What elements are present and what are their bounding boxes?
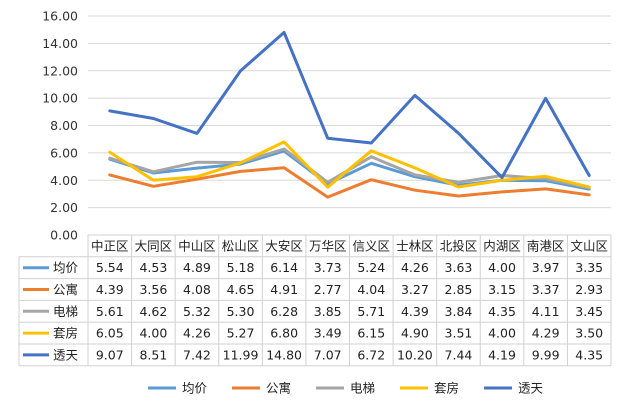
x-category-label: 士林区 (396, 238, 434, 253)
table-cell: 4.89 (183, 260, 211, 275)
table-cell: 4.19 (488, 347, 516, 362)
table-cell: 6.15 (357, 326, 385, 341)
y-tick-label: 14.00 (42, 36, 78, 51)
table-cell: 5.18 (227, 260, 255, 275)
table-cell: 6.28 (270, 304, 298, 319)
table-cell: 4.62 (139, 304, 167, 319)
table-cell: 5.54 (96, 260, 124, 275)
table-cell: 5.32 (183, 304, 211, 319)
table-cell: 4.26 (183, 326, 211, 341)
y-tick-label: 4.00 (50, 173, 78, 188)
table-cell: 9.07 (96, 347, 124, 362)
table-cell: 4.00 (488, 260, 516, 275)
table-cell: 3.73 (314, 260, 342, 275)
table-cell: 4.35 (488, 304, 516, 319)
y-tick-label: 8.00 (50, 118, 78, 133)
table-cell: 4.39 (96, 282, 124, 297)
table-cell: 3.49 (314, 326, 342, 341)
table-cell: 3.35 (575, 260, 603, 275)
y-tick-label: 10.00 (42, 91, 78, 106)
table-cell: 4.90 (401, 326, 429, 341)
table-cell: 3.45 (575, 304, 603, 319)
table-cell: 4.11 (532, 304, 560, 319)
table-cell: 6.72 (357, 347, 385, 362)
table-cell: 3.97 (532, 260, 560, 275)
table-series-name: 电梯 (53, 304, 78, 319)
table-cell: 3.37 (532, 282, 560, 297)
x-category-label: 内湖区 (483, 238, 521, 253)
table-cell: 5.71 (357, 304, 385, 319)
legend-label: 公寓 (266, 381, 291, 396)
series-line-2 (108, 166, 591, 199)
table-cell: 4.00 (488, 326, 516, 341)
table-cell: 4.00 (139, 326, 167, 341)
legend-label: 套房 (434, 381, 459, 396)
table-cell: 6.05 (96, 326, 124, 341)
y-tick-label: 12.00 (42, 63, 78, 78)
table-cell: 4.04 (357, 282, 385, 297)
y-tick-label: 0.00 (50, 228, 78, 243)
table-cell: 7.42 (183, 347, 211, 362)
table-cell: 9.99 (532, 347, 560, 362)
table-cell: 5.24 (357, 260, 385, 275)
legend: 均价 公寓 电梯 套房 透天 (148, 381, 544, 396)
x-category-label: 北投区 (440, 238, 478, 253)
x-category-label: 大安区 (265, 238, 303, 253)
table-cell: 4.53 (139, 260, 167, 275)
y-axis-tick-labels: 0.00 2.00 4.00 6.00 8.00 10.00 12.00 14.00 16.00 (42, 9, 78, 243)
table-cell: 2.77 (314, 282, 342, 297)
table-cell: 5.27 (227, 326, 255, 341)
table-cell: 3.50 (575, 326, 603, 341)
table-cell: 14.80 (266, 347, 302, 362)
legend-label: 透天 (518, 381, 544, 396)
table-cell: 4.65 (227, 282, 255, 297)
y-tick-label: 2.00 (50, 200, 78, 215)
table-series-name: 透天 (53, 347, 79, 362)
table-cell: 3.56 (139, 282, 167, 297)
table-cell: 4.91 (270, 282, 298, 297)
table-cell: 7.07 (314, 347, 342, 362)
table-cell: 11.99 (223, 347, 259, 362)
table-series-name: 公寓 (53, 282, 78, 297)
series-lines (108, 30, 591, 199)
table-series-name: 套房 (53, 326, 78, 341)
legend-label: 电梯 (350, 381, 375, 396)
table-cell: 3.15 (488, 282, 516, 297)
table-cell: 5.30 (227, 304, 255, 319)
x-category-label: 中山区 (178, 238, 216, 253)
table-cell: 5.61 (96, 304, 124, 319)
table-cell: 8.51 (139, 347, 167, 362)
table-cell: 6.80 (270, 326, 298, 341)
y-tick-label: 6.00 (50, 145, 78, 160)
x-category-label: 大同区 (135, 238, 173, 253)
table-cell: 4.29 (532, 326, 560, 341)
legend-label: 均价 (182, 381, 208, 396)
table-cell: 3.63 (445, 260, 473, 275)
table-cell: 2.85 (445, 282, 473, 297)
table-cell: 4.26 (401, 260, 429, 275)
table-cell: 4.39 (401, 304, 429, 319)
series-line-5 (108, 30, 591, 180)
table-cell: 7.44 (445, 347, 473, 362)
table-cell: 3.27 (401, 282, 429, 297)
x-category-label: 文山区 (570, 238, 608, 253)
table-cell: 3.51 (445, 326, 473, 341)
x-category-label: 南港区 (527, 238, 565, 253)
x-category-label: 万华区 (309, 238, 347, 253)
x-category-label: 信义区 (353, 238, 391, 253)
table-series-name: 均价 (53, 260, 79, 275)
table-cell: 3.84 (445, 304, 473, 319)
x-category-label: 中正区 (91, 238, 129, 253)
table-cell: 4.35 (575, 347, 603, 362)
table-cell: 3.85 (314, 304, 342, 319)
table-cell: 10.20 (397, 347, 433, 362)
x-category-label: 松山区 (222, 238, 260, 253)
table-cell: 4.08 (183, 282, 211, 297)
table-cell: 2.93 (575, 282, 603, 297)
series-line-4 (108, 140, 591, 189)
table-cell: 6.14 (270, 260, 298, 275)
y-tick-label: 16.00 (42, 9, 78, 24)
